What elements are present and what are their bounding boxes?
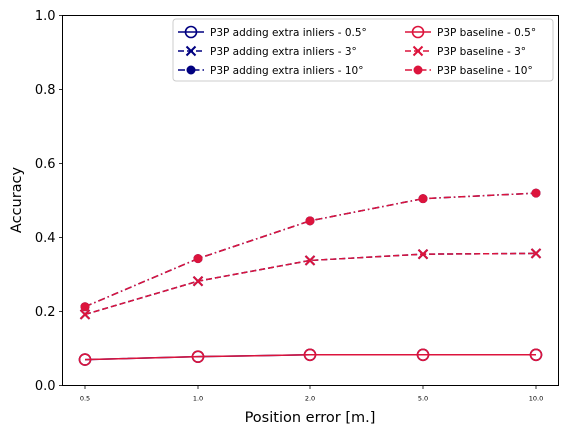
legend-item: P3P baseline - 3° xyxy=(405,45,526,58)
series-line xyxy=(84,252,537,316)
x-axis-label: Position error [m.] xyxy=(245,410,376,426)
data-point xyxy=(193,254,203,264)
legend-label: P3P adding extra inliers - 10° xyxy=(210,65,363,77)
plot-frame xyxy=(62,15,559,386)
x-tick-label: 0.5 xyxy=(80,395,90,403)
y-tick-label: 0.0 xyxy=(35,379,56,394)
data-point xyxy=(303,348,317,362)
plot-area xyxy=(78,188,543,366)
legend-marker xyxy=(411,25,425,39)
y-tick-label: 0.8 xyxy=(35,83,56,98)
y-tick-label: 0.6 xyxy=(35,157,56,172)
legend-marker xyxy=(184,25,198,39)
series-3 xyxy=(80,188,541,312)
legend-marker xyxy=(413,65,423,75)
data-point xyxy=(191,350,205,363)
legend-label: P3P baseline - 3° xyxy=(437,46,526,58)
data-point xyxy=(192,275,204,287)
legend-item: P3P adding extra inliers - 3° xyxy=(178,45,357,58)
legend-box xyxy=(172,18,554,82)
legend: P3P adding extra inliers - 0.5° P3P addin… xyxy=(172,18,554,82)
legend-label: P3P baseline - 0.5° xyxy=(437,27,536,39)
legend-marker xyxy=(412,45,424,57)
data-point xyxy=(417,248,429,260)
y-axis-label: Accuracy xyxy=(9,166,25,233)
legend-label: P3P baseline - 10° xyxy=(437,65,533,77)
data-point xyxy=(531,188,541,198)
series-line xyxy=(84,192,537,308)
series-4 xyxy=(78,348,543,366)
series-line xyxy=(84,354,536,361)
y-tick-label: 0.4 xyxy=(35,231,56,246)
series-6 xyxy=(80,188,541,312)
legend-item: P3P adding extra inliers - 0.5° xyxy=(178,25,367,39)
legend-label: P3P adding extra inliers - 0.5° xyxy=(210,27,367,39)
series-5 xyxy=(79,248,542,320)
legend-marker xyxy=(186,65,196,75)
legend-label: P3P adding extra inliers - 3° xyxy=(210,46,357,58)
y-tick-label: 1.0 xyxy=(35,9,56,24)
data-point xyxy=(78,353,92,366)
legend-item: P3P baseline - 0.5° xyxy=(405,25,536,39)
data-point xyxy=(418,194,428,204)
x-tick-label: 1.0 xyxy=(193,395,203,403)
x-tick-label: 10.0 xyxy=(529,395,543,403)
series-line xyxy=(84,252,537,316)
legend-item: P3P baseline - 10° xyxy=(405,65,533,77)
data-point xyxy=(529,348,543,362)
axes: 0.5 1.0 2.0 5.0 10.0 0.0 0.2 0.4 0.6 0.8 1.0 xyxy=(35,9,543,403)
data-point xyxy=(416,348,430,362)
data-point xyxy=(79,309,91,320)
data-point xyxy=(80,302,90,312)
legend-item: P3P adding extra inliers - 10° xyxy=(178,65,363,77)
series-line xyxy=(84,192,537,308)
legend-marker xyxy=(185,45,197,57)
x-tick-label: 2.0 xyxy=(305,395,315,403)
y-tick-label: 0.2 xyxy=(35,305,56,320)
data-point xyxy=(530,248,542,259)
x-tick-label: 5.0 xyxy=(418,395,428,403)
data-point xyxy=(305,216,315,226)
data-point xyxy=(304,255,316,266)
